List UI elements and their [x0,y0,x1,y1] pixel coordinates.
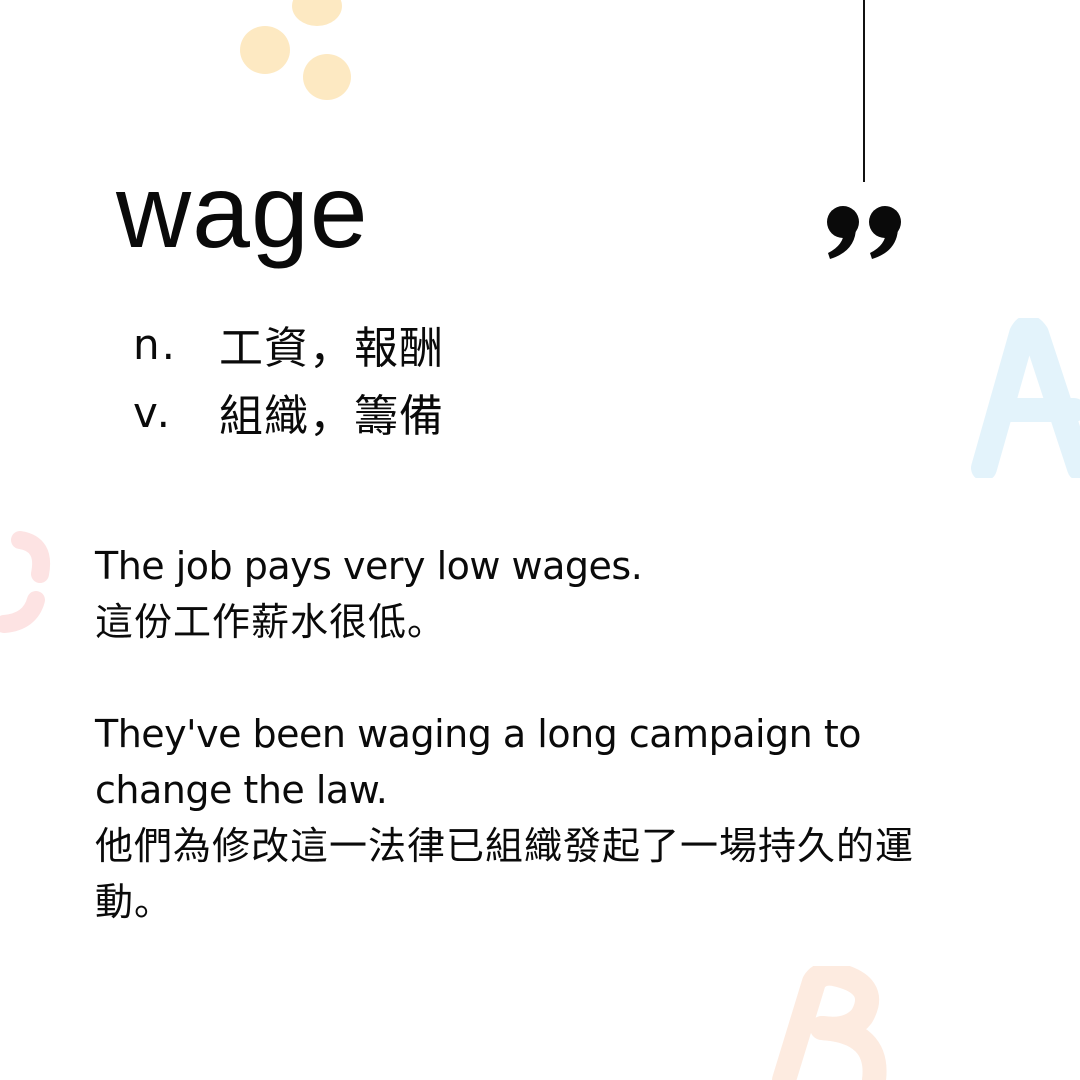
definition-row: n. 工資，報酬 [133,310,444,378]
example-sentences: The job pays very low wages. 這份工作薪水很低。 T… [95,538,1015,930]
definition-meaning: 工資，報酬 [219,323,444,374]
example-english: They've been waging a long campaign to [95,712,861,756]
example-chinese: 這份工作薪水很低。 [95,600,447,644]
definitions: n. 工資，報酬 v. 組織，籌備 [133,310,444,446]
decor-letter-b [772,966,887,1080]
example-chinese: 動。 [95,880,174,924]
definition-meaning: 組織，籌備 [219,391,444,442]
decor-letter-a [971,318,1080,478]
part-of-speech: n. [133,319,177,369]
example-chinese: 他們為修改這一法律已組織發起了一場持久的運 [95,824,915,868]
example-spacer [95,650,1015,706]
quote-mark-icon [827,206,901,259]
decor-dot [292,0,342,26]
example-english: The job pays very low wages. [95,544,643,588]
decor-letter-c [0,531,50,633]
decor-dot [303,54,351,100]
decor-dot [240,26,290,74]
definition-row: v. 組織，籌備 [133,378,444,446]
divider-line [863,0,865,182]
example-english: change the law. [95,768,388,812]
headword: wage [116,154,369,270]
part-of-speech: v. [133,387,172,437]
